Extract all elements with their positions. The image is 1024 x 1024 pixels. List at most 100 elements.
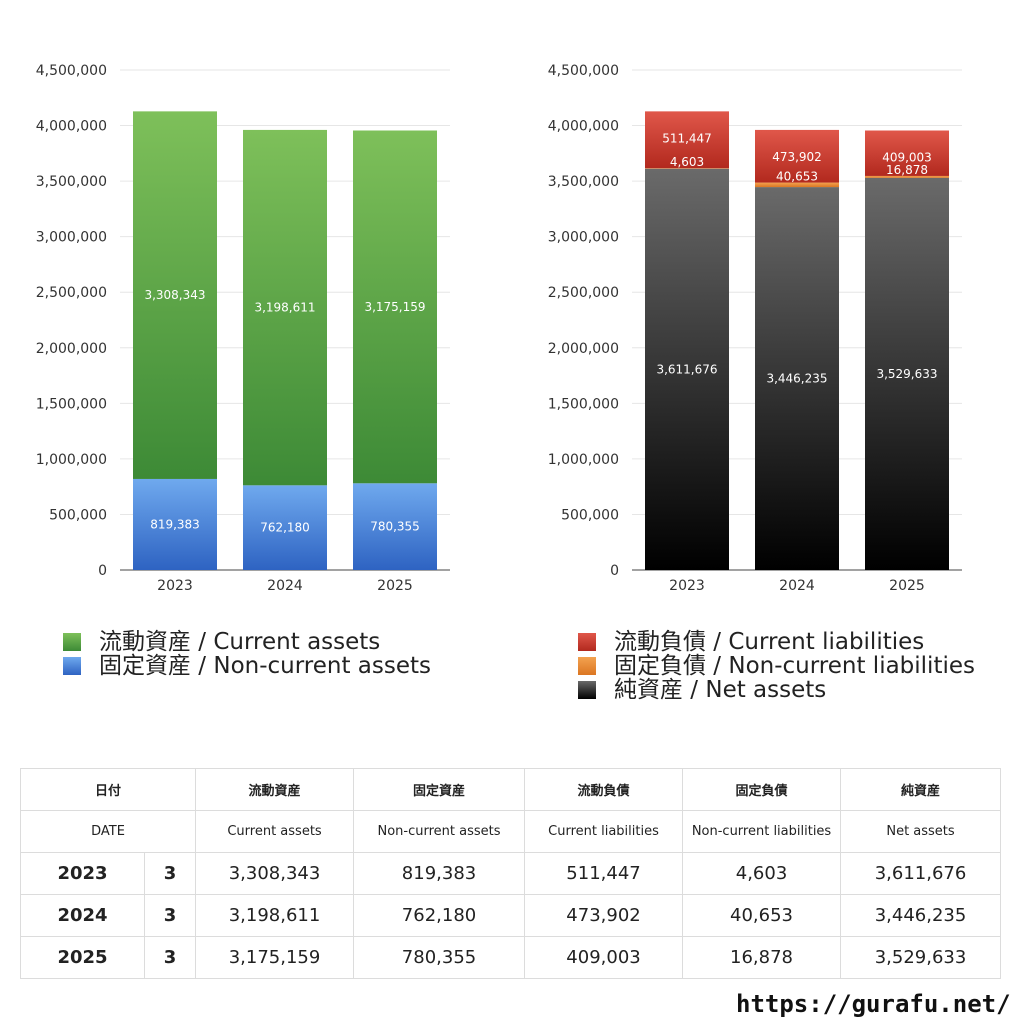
bar-current-liabilities-2025 bbox=[865, 130, 949, 176]
bar-non-current-assets-2024 bbox=[243, 485, 327, 570]
x-tick-label: 2023 bbox=[669, 578, 705, 594]
bar-current-assets-2025 bbox=[353, 130, 437, 484]
y-tick-label: 4,500,000 bbox=[548, 63, 619, 79]
legend-item-non-current-assets: 固定資産 / Non-current assets bbox=[63, 654, 431, 678]
data-label: 511,447 bbox=[662, 131, 712, 145]
table-cell: 3,198,611 bbox=[195, 894, 355, 937]
y-tick-label: 4,000,000 bbox=[548, 119, 619, 135]
table-cell: 780,355 bbox=[353, 936, 526, 979]
table-header-jp: 日付 流動資産 固定資産 流動負債 固定負債 純資産 bbox=[19, 768, 1002, 811]
current-assets-swatch bbox=[63, 633, 81, 651]
legend-label: 純資産 / Net assets bbox=[614, 677, 827, 703]
data-label: 3,529,633 bbox=[876, 367, 937, 381]
y-tick-label: 3,500,000 bbox=[548, 174, 619, 190]
header-cell: 流動負債 bbox=[524, 768, 684, 811]
y-tick-label: 4,000,000 bbox=[36, 119, 107, 135]
bar-non-current-liabilities-2023 bbox=[645, 168, 729, 169]
row-month: 3 bbox=[143, 852, 197, 895]
data-label: 3,175,159 bbox=[364, 300, 425, 314]
y-tick-label: 1,000,000 bbox=[36, 452, 107, 468]
liabilities-legend: 流動負債 / Current liabilities 固定負債 / Non-cu… bbox=[578, 630, 975, 702]
data-label: 780,355 bbox=[370, 520, 420, 534]
table-row: 2025 3 3,175,159 780,355 409,003 16,878 … bbox=[20, 936, 1002, 979]
data-label: 3,308,343 bbox=[144, 288, 205, 302]
header-cell: Non-current liabilities bbox=[682, 810, 842, 853]
row-year: 2024 bbox=[20, 894, 145, 937]
x-tick-label: 2024 bbox=[779, 578, 815, 594]
net-assets-swatch bbox=[578, 681, 596, 699]
table-row: 2023 3 3,308,343 819,383 511,447 4,603 3… bbox=[20, 852, 1002, 895]
y-tick-label: 2,000,000 bbox=[548, 341, 619, 357]
table-cell: 3,529,633 bbox=[840, 936, 1002, 979]
row-year: 2023 bbox=[20, 852, 145, 895]
table-cell: 40,653 bbox=[682, 894, 842, 937]
x-tick-label: 2023 bbox=[157, 578, 193, 594]
table-cell: 16,878 bbox=[682, 936, 842, 979]
data-label: 40,653 bbox=[776, 170, 818, 184]
y-tick-label: 3,000,000 bbox=[548, 230, 619, 246]
data-label: 762,180 bbox=[260, 521, 310, 535]
y-tick-label: 1,500,000 bbox=[36, 396, 107, 412]
header-date-jp: 日付 bbox=[19, 768, 197, 811]
table-header-en: DATE Current assets Non-current assets C… bbox=[19, 810, 1002, 853]
legend-label: 固定資産 / Non-current assets bbox=[99, 653, 432, 679]
row-month: 3 bbox=[143, 894, 197, 937]
header-cell: 純資産 bbox=[840, 768, 1002, 811]
legend-label: 固定負債 / Non-current liabilities bbox=[614, 653, 975, 679]
data-label: 819,383 bbox=[150, 517, 200, 531]
bar-net-assets-2024 bbox=[755, 187, 839, 570]
data-label: 3,198,611 bbox=[254, 301, 315, 315]
assets-chart: 0 500,000 1,000,000 1,500,000 2,000,000 2,500… bbox=[36, 63, 450, 594]
bar-current-liabilities-2024 bbox=[755, 129, 839, 183]
y-tick-label: 0 bbox=[610, 563, 619, 579]
y-tick-label: 0 bbox=[98, 563, 107, 579]
bar-non-current-assets-2025 bbox=[353, 483, 437, 570]
y-tick-label: 2,500,000 bbox=[36, 285, 107, 301]
data-label: 3,446,235 bbox=[766, 372, 827, 386]
table-cell: 3,446,235 bbox=[840, 894, 1002, 937]
table-cell: 762,180 bbox=[353, 894, 526, 937]
liabilities-chart: 0 500,000 1,000,000 1,500,000 2,000,000 2,500… bbox=[548, 63, 962, 594]
header-cell: Current assets bbox=[195, 810, 355, 853]
header-cell: 固定負債 bbox=[682, 768, 842, 811]
bar-current-liabilities-2023 bbox=[645, 111, 729, 169]
y-tick-label: 4,500,000 bbox=[36, 63, 107, 79]
x-tick-label: 2024 bbox=[267, 578, 303, 594]
legend-item-net-assets: 純資産 / Net assets bbox=[578, 678, 975, 702]
data-label: 4,603 bbox=[670, 155, 704, 169]
header-cell: Net assets bbox=[840, 810, 1002, 853]
x-tick-label: 2025 bbox=[889, 578, 925, 594]
non-current-liabilities-swatch bbox=[578, 657, 596, 675]
row-month: 3 bbox=[143, 936, 197, 979]
y-tick-label: 1,500,000 bbox=[548, 396, 619, 412]
y-tick-label: 1,000,000 bbox=[548, 452, 619, 468]
current-liabilities-swatch bbox=[578, 633, 596, 651]
y-tick-label: 500,000 bbox=[49, 507, 107, 523]
table-cell: 4,603 bbox=[682, 852, 842, 895]
header-cell: Current liabilities bbox=[524, 810, 684, 853]
y-tick-label: 500,000 bbox=[561, 507, 619, 523]
header-cell: 固定資産 bbox=[353, 768, 526, 811]
legend-item-current-liabilities: 流動負債 / Current liabilities bbox=[578, 630, 975, 654]
legend-label: 流動資産 / Current assets bbox=[99, 629, 381, 655]
bar-non-current-liabilities-2025 bbox=[865, 175, 949, 178]
table-cell: 819,383 bbox=[353, 852, 526, 895]
bar-current-assets-2024 bbox=[243, 129, 327, 486]
row-year: 2025 bbox=[20, 936, 145, 979]
header-date-en: DATE bbox=[19, 810, 197, 853]
header-cell: 流動資産 bbox=[195, 768, 355, 811]
table-cell: 3,175,159 bbox=[195, 936, 355, 979]
table-row: 2024 3 3,198,611 762,180 473,902 40,653 … bbox=[20, 894, 1002, 937]
data-label: 16,878 bbox=[886, 163, 928, 177]
non-current-assets-swatch bbox=[63, 657, 81, 675]
bar-current-assets-2023 bbox=[133, 111, 217, 479]
y-tick-label: 3,500,000 bbox=[36, 174, 107, 190]
legend-item-current-assets: 流動資産 / Current assets bbox=[63, 630, 431, 654]
bar-net-assets-2025 bbox=[865, 177, 949, 571]
assets-legend: 流動資産 / Current assets 固定資産 / Non-current… bbox=[63, 630, 431, 678]
data-label: 3,611,676 bbox=[656, 362, 717, 376]
bar-non-current-liabilities-2024 bbox=[755, 182, 839, 188]
data-label: 409,003 bbox=[882, 150, 932, 164]
table-cell: 3,611,676 bbox=[840, 852, 1002, 895]
site-url[interactable]: https://gurafu.net/ bbox=[736, 990, 1011, 1018]
